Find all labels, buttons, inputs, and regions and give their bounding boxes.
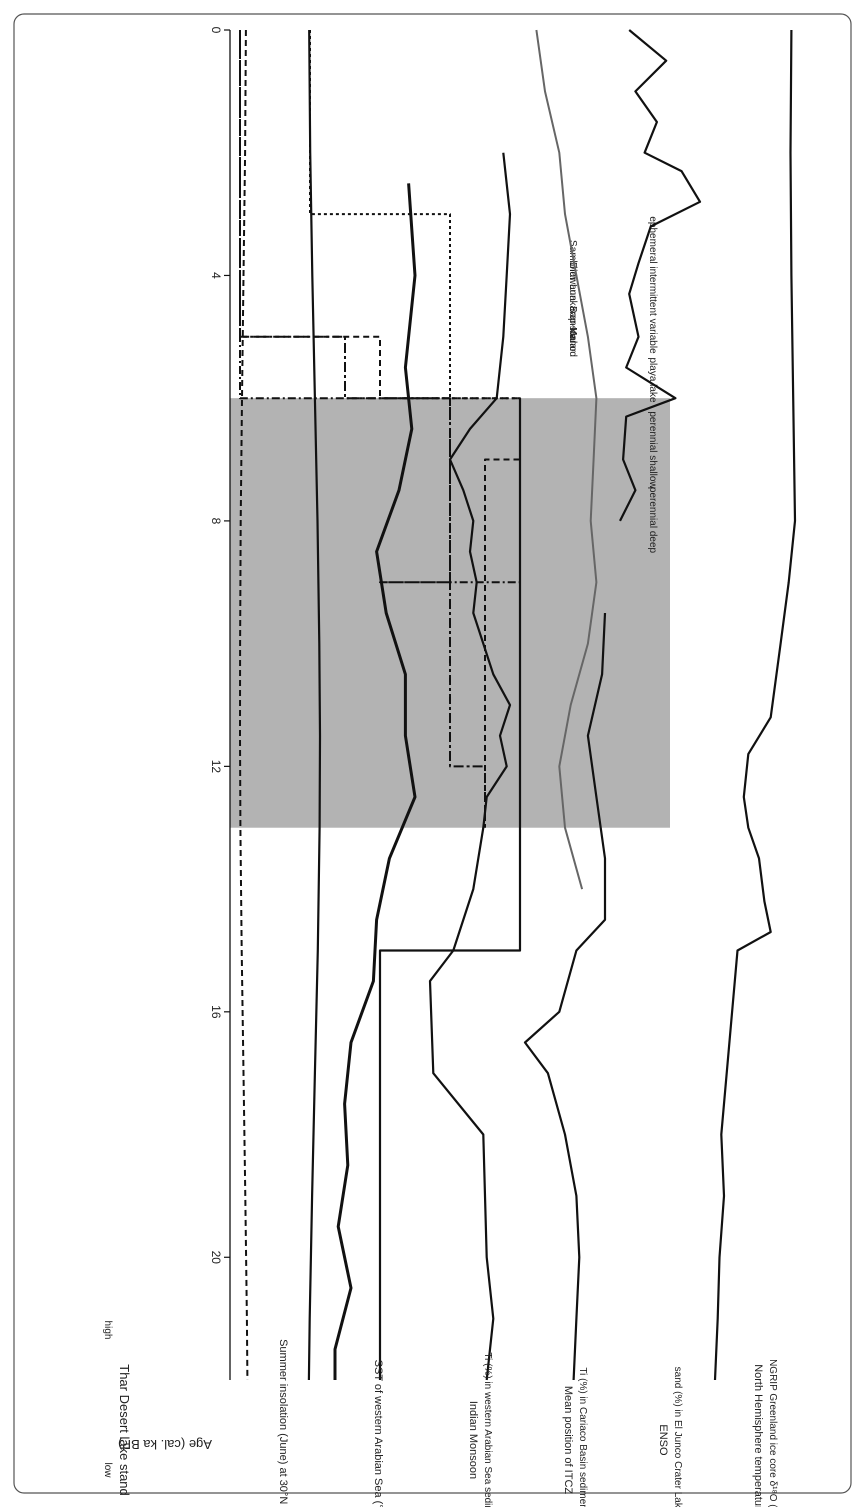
thar-low-label: low xyxy=(102,1462,113,1478)
panel-title: ENSO xyxy=(657,1424,669,1456)
thar-legend-label: Kanod xyxy=(567,328,578,357)
age-tick-label: 20 xyxy=(209,1251,223,1265)
thar-legend-label: Sambhar xyxy=(567,240,578,281)
thar-legend-label: Lunkaransar xyxy=(567,284,578,340)
panels: 0 4 8 12 16 20 Thar Desert lake stand ephemeral… xyxy=(102,27,797,1507)
panel-subtitle: Ti (%) in western Arabian Sea sediment xyxy=(482,1352,493,1507)
thar-legend-label: Didwana xyxy=(567,262,578,301)
series-ti-western-arabian-sea xyxy=(428,152,512,1381)
series-sst xyxy=(333,183,417,1380)
panel-title: SST of western Arabian Sea (°C) xyxy=(372,1360,384,1507)
thar-category-label: intermittent variable xyxy=(647,266,658,354)
age-tick-label: 16 xyxy=(209,1005,223,1019)
panel-subtitle: NGRIP Greenland ice core δ¹⁸O (‰) xyxy=(767,1359,778,1507)
age-tick-label: 4 xyxy=(209,272,223,279)
thar-legend-label: Bap-Malar xyxy=(567,306,578,353)
panel-title: Mean position of ITCZ xyxy=(562,1386,574,1494)
panel-title: North Hemisphere temperature xyxy=(752,1364,764,1507)
thar-category-label: perennial shallow xyxy=(647,411,658,489)
series-summer-insolation-june- xyxy=(307,29,322,1381)
series-reflectance xyxy=(523,612,607,1381)
series-ngrip-d18o xyxy=(713,29,797,1381)
series-ti-cariaco xyxy=(535,29,598,890)
thar-category-label: perennial deep xyxy=(647,487,658,554)
age-tick-label: 0 xyxy=(209,27,223,34)
figure-frame xyxy=(13,13,852,1494)
age-tick-label: 8 xyxy=(209,518,223,525)
age-tick-label: 12 xyxy=(209,760,223,774)
series-sand-el-junco xyxy=(619,29,702,522)
thar-series-kanod xyxy=(239,30,486,828)
panel-title: Summer insolation (June) at 30°N (W/m²) xyxy=(277,1339,289,1507)
series-winter-insolation-dec- xyxy=(239,29,249,1381)
panel-title: Indian Monsoon xyxy=(467,1401,479,1479)
panel-title-thar: Thar Desert lake stand xyxy=(117,1364,132,1496)
thar-category-label: ephemeral xyxy=(647,216,658,263)
age-axis-label: Age (cal. ka BP) xyxy=(118,1437,212,1452)
panel-subtitle: sand (%) in El Junco Crater Lake xyxy=(672,1367,683,1507)
thar-high-label: high xyxy=(102,1321,113,1340)
age-axis: Age (cal. ka BP) xyxy=(118,1437,212,1452)
thar-category-label: playa lake xyxy=(647,357,658,402)
panel-subtitle: Ti (%) in Cariaco Basin sediment xyxy=(577,1367,588,1507)
